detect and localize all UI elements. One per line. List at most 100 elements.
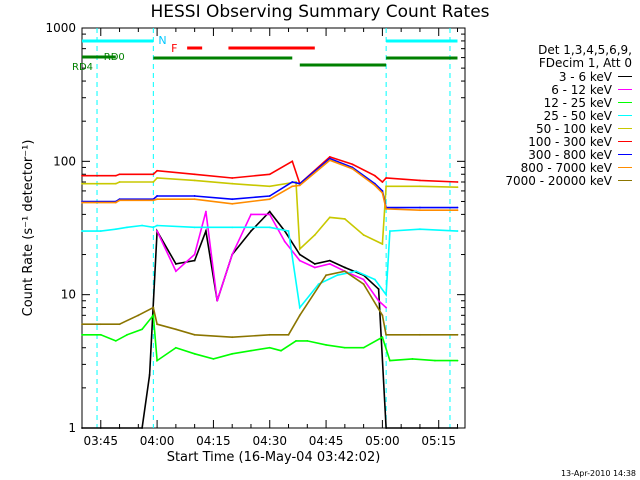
series-6-point (231, 177, 234, 179)
series-5-point (362, 234, 365, 236)
series-1-point (205, 230, 207, 232)
legend-label: 25 - 50 keV (543, 108, 612, 123)
series-1-point (99, 427, 102, 429)
series-5-point (118, 181, 121, 183)
series-4-point (336, 274, 339, 277)
series-4-point (81, 230, 83, 232)
legend-swatch (618, 128, 632, 129)
series-2-point (313, 266, 316, 269)
series-8-point (419, 209, 421, 212)
y-tick-label: 10 (61, 288, 76, 302)
series-2-point (193, 253, 196, 256)
series-6-point (373, 174, 376, 177)
series-8-point (328, 159, 331, 162)
legend-entry: 50 - 100 keV (470, 122, 632, 136)
series-1-point (141, 427, 143, 429)
legend-header-line-2: FDecim 1, Att 0 (538, 56, 632, 70)
legend-swatch (618, 167, 632, 168)
series-4-point (141, 224, 143, 227)
attenuator-label: N (158, 34, 166, 47)
series-1-point (268, 210, 271, 213)
series-6-point (419, 179, 421, 182)
series-7-point (231, 198, 234, 201)
series-4-point (231, 226, 234, 229)
series-line-5 (82, 177, 458, 251)
legend-label: 100 - 300 keV (528, 134, 612, 149)
series-9-point (268, 333, 271, 336)
series-3-point (389, 359, 391, 362)
series-1-point (419, 427, 421, 429)
series-line-6 (82, 155, 458, 186)
series-6-point (351, 163, 354, 166)
series-line-4 (82, 224, 458, 310)
series-6-point (156, 169, 158, 172)
series-7-point (456, 206, 459, 209)
plot-frame (81, 27, 466, 429)
series-1-point (313, 263, 316, 265)
series-4-point (268, 226, 271, 229)
series-4-point (193, 226, 196, 229)
series-2-point (268, 213, 271, 216)
series-4-point (373, 278, 376, 281)
legend-entry: 12 - 25 keV (470, 96, 632, 110)
series-7-point (328, 157, 331, 160)
series-4-point (156, 224, 158, 227)
series-3-point (193, 352, 196, 355)
timestamp-footer: 13-Apr-2010 14:38 (560, 469, 636, 478)
y-tick-label: 100 (53, 154, 76, 168)
series-5-point (156, 177, 158, 179)
x-tick-label: 04:45 (309, 434, 344, 448)
series-2-point (174, 270, 177, 273)
x-tick-label: 05:00 (365, 434, 400, 448)
series-9-point (81, 323, 83, 326)
x-tick-label: 04:15 (196, 434, 231, 448)
legend-entry: 25 - 50 keV (470, 108, 632, 123)
series-8-point (351, 167, 354, 170)
series-1-point (437, 427, 440, 429)
series-3-point (81, 333, 83, 336)
series-9-point (287, 333, 290, 336)
series-3-point (126, 333, 128, 336)
legend-entry: 800 - 7000 keV (470, 161, 632, 175)
series-line-9 (82, 270, 458, 339)
series-5-point (385, 185, 388, 188)
series-4-point (419, 228, 421, 231)
series-4-point (298, 306, 301, 309)
series-1-point (118, 427, 121, 429)
series-8-point (298, 184, 301, 187)
series-3-point (434, 359, 436, 362)
series-8-point (381, 191, 384, 194)
series-8-point (156, 198, 158, 201)
series-5-point (114, 182, 117, 185)
series-2-point (385, 306, 388, 309)
legend-label: 300 - 800 keV (528, 147, 612, 162)
series-1-point (400, 427, 403, 429)
series-3-point (174, 346, 177, 349)
legend-header-line-1: Det 1,3,4,5,6,9, (538, 43, 632, 57)
series-5-point (381, 243, 384, 245)
series-2-point (298, 259, 301, 262)
series-8-point (456, 209, 459, 212)
series-1-point (377, 288, 380, 291)
legend-swatch (618, 154, 632, 155)
series-8-point (385, 207, 388, 210)
series-2-point (250, 213, 252, 216)
legend-entry: 6 - 12 keV (470, 82, 632, 97)
series-1-point (328, 259, 331, 262)
flare-label: F (171, 42, 177, 55)
series-3-point (99, 333, 102, 336)
decimation-label-rd0: RD0 (104, 52, 125, 63)
x-tick-label: 04:00 (140, 434, 175, 448)
series-9-point (174, 328, 177, 331)
series-3-point (141, 328, 143, 331)
series-line-1 (82, 210, 458, 429)
series-9-point (456, 333, 459, 336)
series-5-point (419, 185, 421, 188)
series-5-point (298, 248, 301, 250)
series-1-point (193, 259, 196, 262)
legend-label: 6 - 12 keV (551, 82, 612, 97)
series-2-point (156, 230, 158, 232)
series-3-point (325, 344, 327, 346)
series-8-point (268, 198, 271, 201)
